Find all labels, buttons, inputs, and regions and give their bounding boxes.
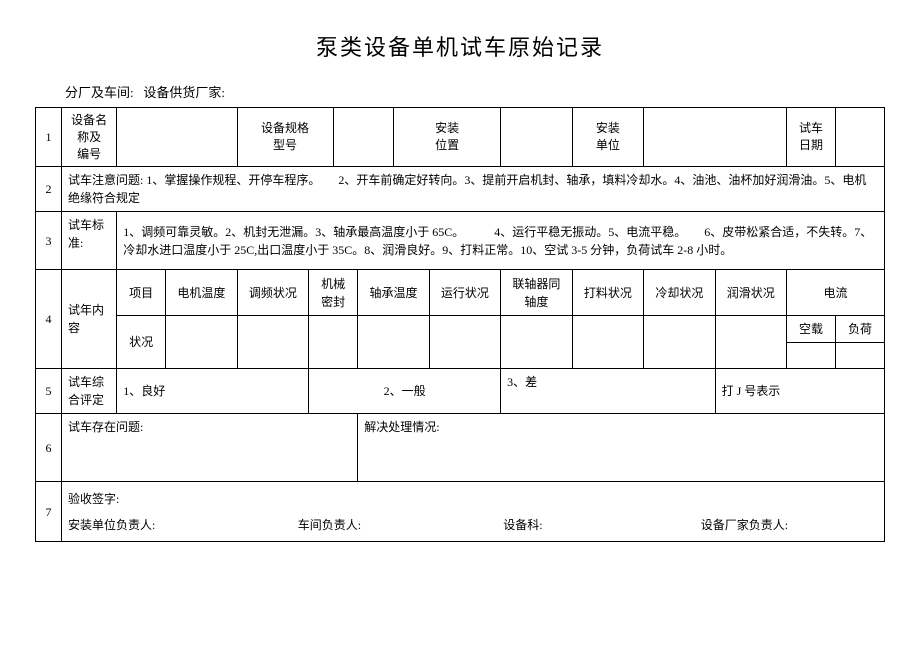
sub-load: 负荷 [835, 316, 884, 343]
sig-workshop: 车间负责人: [298, 516, 501, 534]
row3-label: 试车标准: [62, 212, 117, 270]
row4-num: 4 [36, 270, 62, 369]
sig-factory: 设备厂家负责人: [701, 516, 788, 534]
row-6-top: 6 试车存在问题: 解决处理情况: [36, 414, 885, 444]
row-4-header: 4 试年内容 项目 电机温度 调频状况 机械 密封 轴承温度 运行状况 联轴器同… [36, 270, 885, 316]
sub-freq [237, 316, 308, 369]
row3-num: 3 [36, 212, 62, 270]
row1-c5: 试车 日期 [787, 108, 836, 167]
sub-lube [715, 316, 786, 369]
row-4-sub1: 状况 空载 负荷 [36, 316, 885, 343]
row5-normal: 2、一般 [309, 369, 501, 414]
row7-content: 验收签字: 安装单位负责人: 车间负责人: 设备科: 设备厂家负责人: [62, 482, 885, 542]
sub-coupling [501, 316, 572, 369]
h-coupling: 联轴器同 轴度 [501, 270, 572, 316]
row6-problem: 试车存在问题: [62, 414, 358, 444]
h-freq: 调频状况 [237, 270, 308, 316]
h-current: 电流 [787, 270, 885, 316]
row1-c2: 设备规格 型号 [237, 108, 333, 167]
h-run: 运行状况 [429, 270, 500, 316]
row5-mark: 打 J 号表示 [715, 369, 884, 414]
sub-feed [572, 316, 643, 369]
row5-bad: 3、差 [501, 369, 715, 414]
row4-label: 试年内容 [62, 270, 117, 369]
sub-status: 状况 [117, 316, 166, 369]
row1-num: 1 [36, 108, 62, 167]
row1-c4: 安装 单位 [572, 108, 643, 167]
sub-load-val [835, 343, 884, 369]
sub-noload-val [787, 343, 836, 369]
row-7: 7 验收签字: 安装单位负责人: 车间负责人: 设备科: 设备厂家负责人: [36, 482, 885, 542]
h-motor: 电机温度 [166, 270, 237, 316]
row-3: 3 试车标准: 1、调频可靠灵敏。2、机封无泄漏。3、轴承最高温度小于 65C。… [36, 212, 885, 270]
row6-solution-space [358, 444, 885, 482]
row2-num: 2 [36, 167, 62, 212]
main-table: 1 设备名称及 编号 设备规格 型号 安装 位置 安装 单位 试车 日期 2 试… [35, 107, 885, 542]
row-2: 2 试车注意问题: 1、掌握操作规程、开停车程序。 2、开车前确定好转向。3、提… [36, 167, 885, 212]
row1-c3-val [501, 108, 572, 167]
accept-label: 验收签字: [68, 490, 878, 508]
sig-install: 安装单位负责人: [68, 516, 295, 534]
sub-run [429, 316, 500, 369]
header-line: 分厂及车间: 设备供货厂家: [35, 82, 885, 101]
row6-num: 6 [36, 414, 62, 482]
row7-num: 7 [36, 482, 62, 542]
sub-noload: 空载 [787, 316, 836, 343]
row-1: 1 设备名称及 编号 设备规格 型号 安装 位置 安装 单位 试车 日期 [36, 108, 885, 167]
row1-c3: 安装 位置 [393, 108, 500, 167]
row5-num: 5 [36, 369, 62, 414]
sub-motor [166, 316, 237, 369]
row1-c1: 设备名称及 编号 [62, 108, 117, 167]
row-5: 5 试车综合评定 1、良好 2、一般 3、差 打 J 号表示 [36, 369, 885, 414]
h-lube: 润滑状况 [715, 270, 786, 316]
h-seal: 机械 密封 [309, 270, 358, 316]
row5-good: 1、良好 [117, 369, 309, 414]
row1-c5-val [835, 108, 884, 167]
row5-label: 试车综合评定 [62, 369, 117, 414]
h-item: 项目 [117, 270, 166, 316]
h-feed: 打料状况 [572, 270, 643, 316]
row3-text: 1、调频可靠灵敏。2、机封无泄漏。3、轴承最高温度小于 65C。 4、运行平稳无… [117, 212, 885, 270]
document-title: 泵类设备单机试车原始记录 [35, 30, 885, 62]
h-bearing: 轴承温度 [358, 270, 429, 316]
row1-c2-val [333, 108, 393, 167]
sub-seal [309, 316, 358, 369]
row1-c1-val [117, 108, 237, 167]
supplier-label: 设备供货厂家: [143, 85, 225, 100]
row6-solution: 解决处理情况: [358, 414, 885, 444]
row6-problem-space [62, 444, 358, 482]
sub-cooling [644, 316, 715, 369]
row1-c4-val [644, 108, 787, 167]
row-6-bottom [36, 444, 885, 482]
signature-line: 安装单位负责人: 车间负责人: 设备科: 设备厂家负责人: [68, 508, 878, 534]
h-cooling: 冷却状况 [644, 270, 715, 316]
row2-text: 试车注意问题: 1、掌握操作规程、开停车程序。 2、开车前确定好转向。3、提前开… [62, 167, 885, 212]
factory-label: 分厂及车间: [65, 85, 134, 100]
sig-equipment: 设备科: [503, 516, 697, 534]
sub-bearing [358, 316, 429, 369]
